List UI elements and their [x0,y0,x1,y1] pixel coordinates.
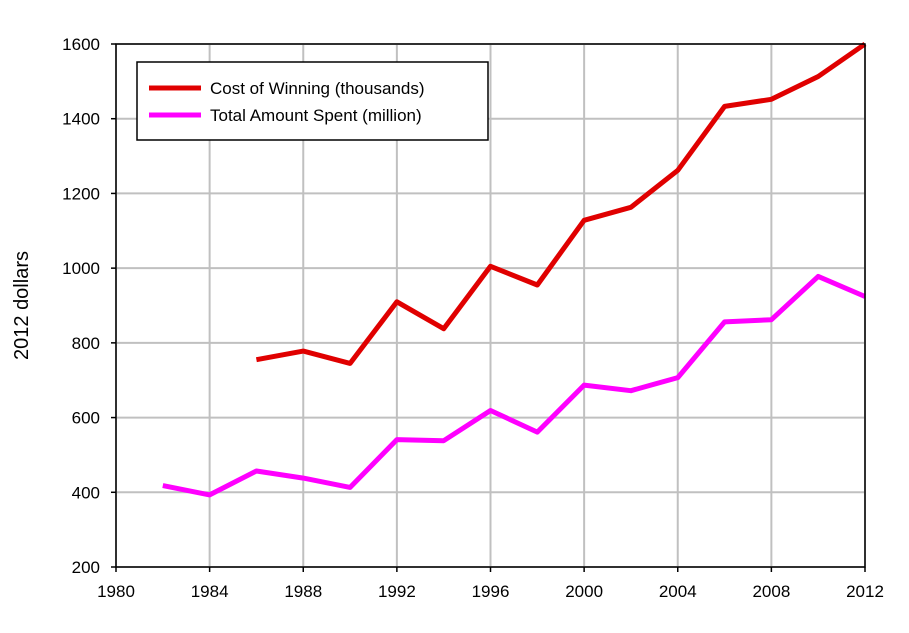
x-tick-label: 1988 [284,582,322,601]
x-tick-label: 2000 [565,582,603,601]
y-tick-label: 1000 [62,259,100,278]
x-tick-label: 2004 [659,582,697,601]
x-tick-label: 1992 [378,582,416,601]
x-tick-label: 2012 [846,582,884,601]
legend-label-cost-of-winning: Cost of Winning (thousands) [210,79,425,98]
series-line-0 [255,41,867,366]
x-axis-ticks: 1980 1984 1988 1992 1996 2000 2004 2008 2012 [97,567,884,601]
series-line-1 [162,273,866,498]
y-tick-label: 800 [72,334,100,353]
y-axis-ticks: 200 400 600 800 1000 1200 1400 1600 [62,35,116,577]
y-tick-label: 1200 [62,184,100,203]
y-axis-title: 2012 dollars [11,251,33,360]
series-group [162,41,867,498]
x-tick-label: 1980 [97,582,135,601]
legend: Cost of Winning (thousands) Total Amount… [136,61,489,141]
x-tick-label: 1996 [472,582,510,601]
y-tick-label: 1600 [62,35,100,54]
y-tick-label: 600 [72,409,100,428]
y-tick-label: 200 [72,558,100,577]
x-tick-label: 2008 [752,582,790,601]
legend-box [136,61,489,141]
x-tick-label: 1984 [191,582,229,601]
y-tick-label: 1400 [62,110,100,129]
y-tick-label: 400 [72,483,100,502]
legend-label-total-amount-spent: Total Amount Spent (million) [210,106,422,125]
